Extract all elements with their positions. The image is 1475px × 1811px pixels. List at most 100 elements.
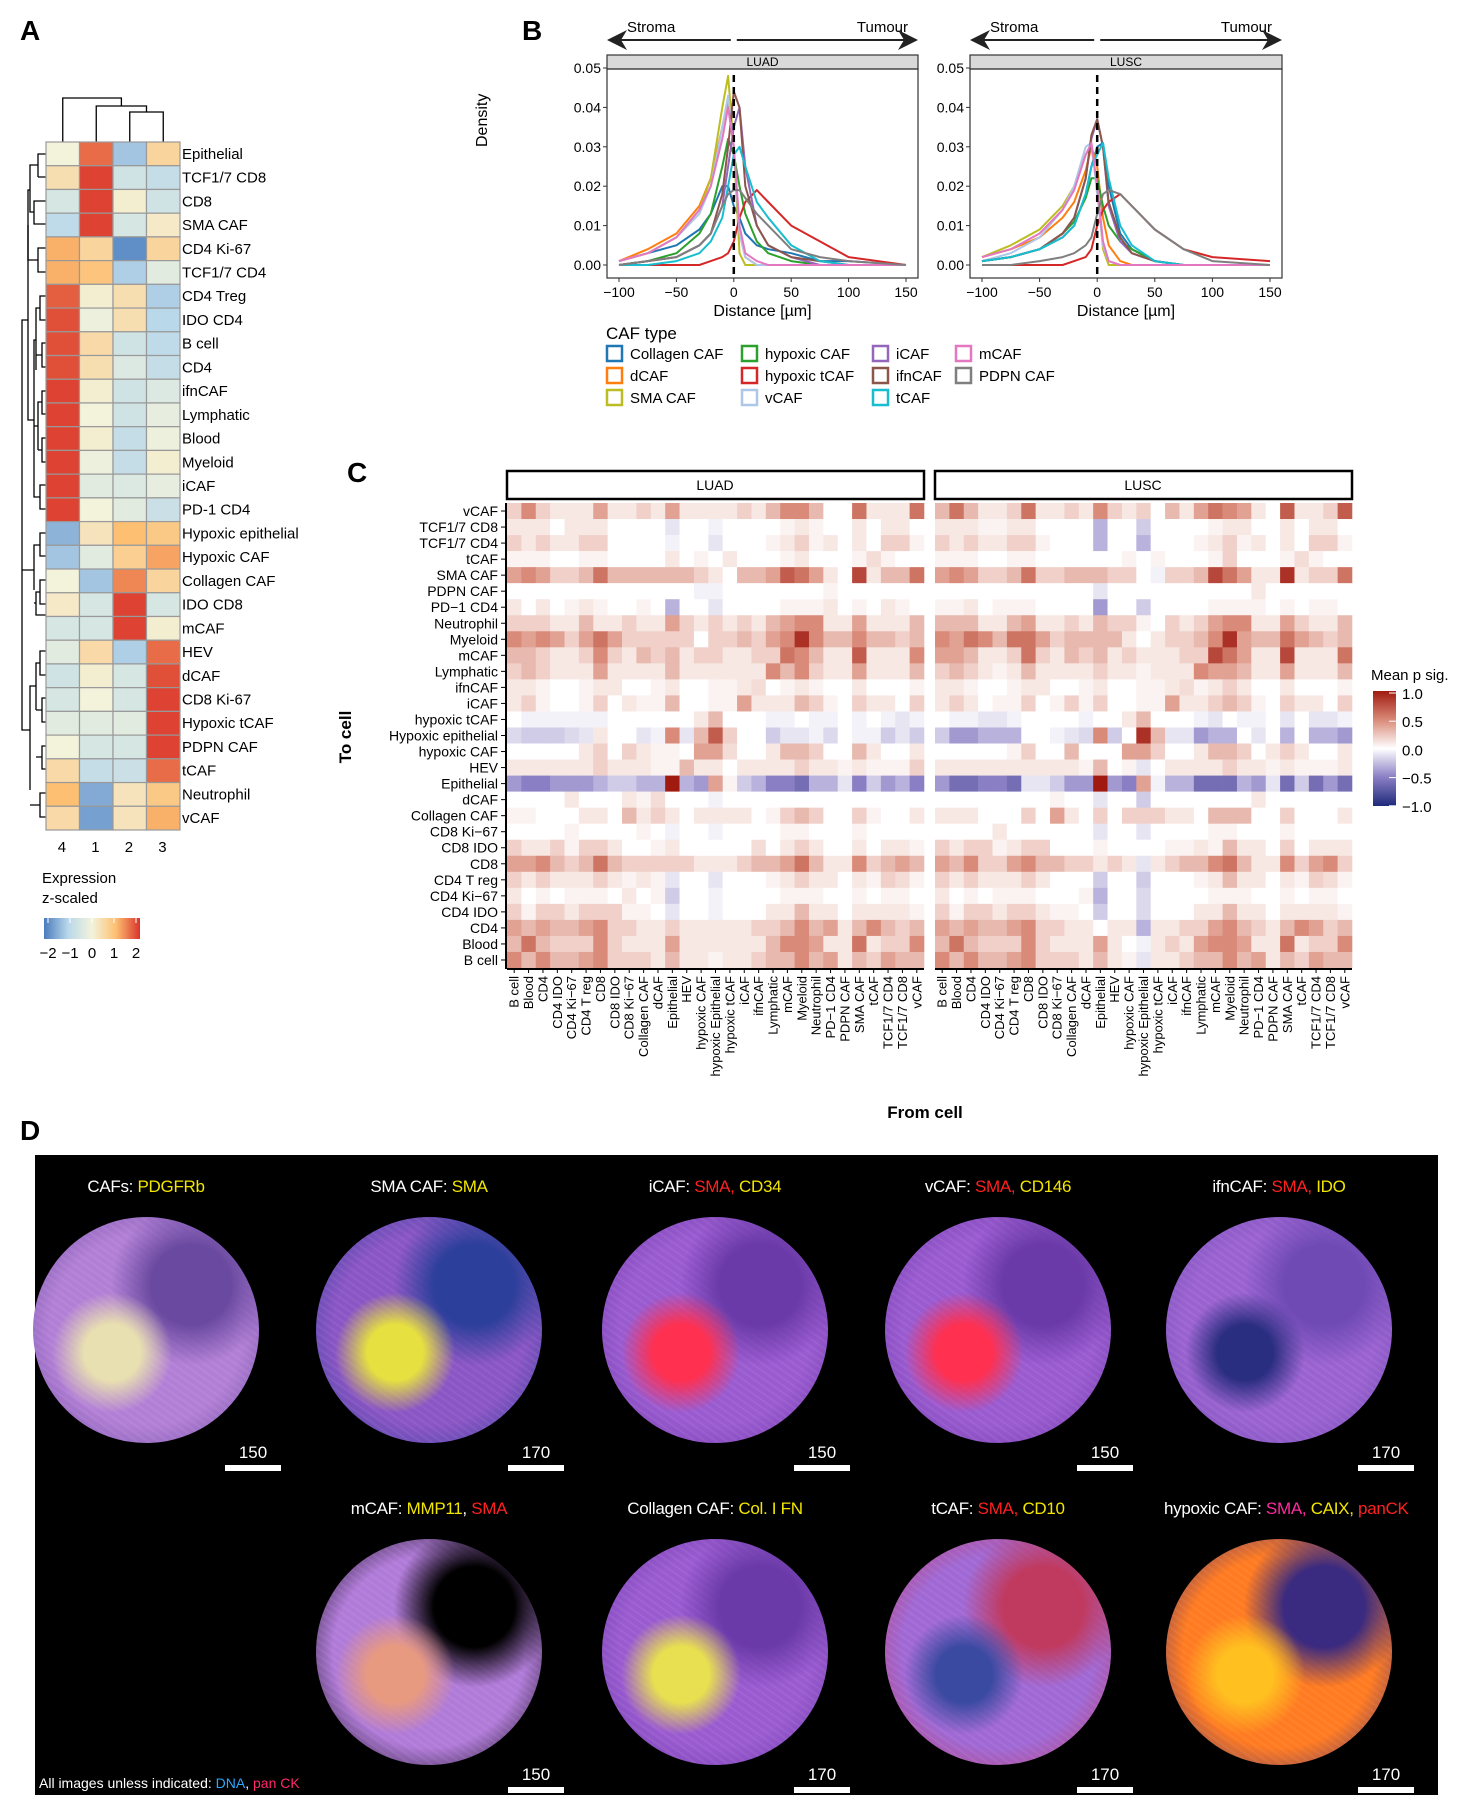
heatmap-cell	[1280, 903, 1295, 921]
heatmap-cell	[1050, 951, 1065, 969]
heatmap-cell	[978, 839, 993, 857]
heatmap-cell	[1208, 935, 1223, 953]
heatmap-cell	[992, 839, 1008, 857]
heatmap-cell	[593, 695, 608, 712]
heatmap-cell	[693, 791, 709, 808]
heatmap-cell	[507, 663, 522, 680]
heatmap-cell	[112, 141, 148, 167]
heatmap-cell	[45, 473, 81, 499]
heatmap-cell	[1265, 743, 1281, 760]
heatmap-cell	[112, 307, 148, 333]
heatmap-cell	[1265, 903, 1281, 921]
heatmap-cell	[622, 919, 637, 937]
heatmap-cell	[1021, 583, 1036, 600]
legend-label: mCAF	[979, 346, 1022, 363]
heatmap-cell	[550, 679, 565, 696]
heatmap-cell	[1136, 695, 1151, 712]
heatmap-cell	[992, 503, 1008, 520]
heatmap-cell	[607, 679, 623, 696]
heatmap-cell	[722, 871, 738, 889]
heatmap-cell	[1179, 615, 1195, 632]
heatmap-cell	[593, 551, 608, 568]
heatmap-cell	[145, 758, 181, 784]
heatmap-cell	[1064, 775, 1080, 792]
heatmap-cell	[765, 599, 781, 616]
heatmap-cell	[578, 631, 594, 648]
heatmap-cell	[679, 823, 695, 841]
row-label: vCAF	[182, 810, 220, 827]
tile-label-part: SMA CAF:	[370, 1177, 452, 1196]
heatmap-cell	[507, 599, 522, 616]
heatmap-cell	[780, 535, 795, 552]
heatmap-cell	[935, 599, 950, 616]
heatmap-cell	[1136, 807, 1151, 824]
heatmap-cell	[880, 823, 896, 841]
heatmap-cell	[1035, 711, 1051, 728]
heatmap-cell	[593, 775, 608, 792]
heatmap-cell	[507, 567, 522, 584]
heatmap-cell	[145, 473, 181, 499]
heatmap-cell	[837, 583, 853, 600]
facet-title: LUSC	[1124, 477, 1161, 493]
row-label: CD4	[470, 920, 498, 936]
heatmap-cell	[1222, 599, 1238, 616]
heatmap-cell	[935, 535, 950, 552]
panel-d-imaging: CAFs: PDGFRb 150 SMA CAF: SMA 170 iCAF: SMA,…	[33, 1155, 1438, 1795]
heatmap-cell	[564, 775, 580, 792]
heatmap-cell	[780, 903, 795, 921]
heatmap-cell	[1050, 695, 1065, 712]
heatmap-cell	[550, 887, 565, 905]
heatmap-cell	[794, 919, 810, 937]
y-tick-label: 0.01	[937, 218, 964, 234]
heatmap-cell	[780, 631, 795, 648]
heatmap-cell	[1308, 903, 1324, 921]
heatmap-cell	[578, 839, 594, 857]
heatmap-cell	[1251, 823, 1267, 841]
heatmap-cell	[895, 535, 910, 552]
row-label: TCF1/7 CD8	[419, 519, 498, 535]
heatmap-cell	[1006, 695, 1022, 712]
heatmap-cell	[1222, 839, 1238, 857]
heatmap-cell	[1193, 839, 1209, 857]
heatmap-cell	[593, 535, 608, 552]
heatmap-cell	[837, 519, 853, 536]
heatmap-cell	[1236, 583, 1252, 600]
heatmap-cell	[693, 695, 709, 712]
heatmap-cell	[765, 727, 781, 744]
heatmap-cell	[45, 212, 81, 238]
heatmap-cell	[1179, 951, 1195, 969]
heatmap-cell	[650, 887, 666, 905]
heatmap-cell	[1078, 503, 1094, 520]
x-tick-label: 150	[894, 284, 918, 300]
heatmap-cell	[1035, 759, 1051, 776]
heatmap-cell	[1136, 919, 1151, 937]
heatmap-cell	[507, 519, 522, 536]
heatmap-cell	[636, 887, 652, 905]
row-label: Epithelial	[441, 776, 498, 792]
heatmap-cell	[1021, 839, 1036, 857]
column-label: mCAF	[1208, 976, 1223, 1013]
heatmap-cell	[650, 503, 666, 520]
density-line-tcaf	[981, 141, 1270, 266]
heatmap-cell	[880, 695, 896, 712]
heatmap-cell	[852, 535, 867, 552]
heatmap-cell	[866, 775, 882, 792]
tile-label: CAFs: PDGFRb	[31, 1177, 261, 1197]
heatmap-cell	[1078, 679, 1094, 696]
heatmap-cell	[1035, 567, 1051, 584]
legend-label: Collagen CAF	[630, 346, 723, 363]
heatmap-cell	[1222, 567, 1238, 584]
heatmap-cell	[1222, 855, 1238, 873]
heatmap-cell	[866, 519, 882, 536]
heatmap-cell	[507, 503, 522, 520]
heatmap-cell	[722, 791, 738, 808]
heatmap-cell	[935, 823, 950, 841]
heatmap-cell	[1136, 615, 1151, 632]
heatmap-cell	[1193, 599, 1209, 616]
heatmap-cell	[880, 791, 896, 808]
heatmap-cell	[837, 887, 853, 905]
scale-bar-label: 170	[1090, 1765, 1120, 1784]
row-label: Neutrophil	[182, 786, 250, 803]
heatmap-cell	[636, 775, 652, 792]
